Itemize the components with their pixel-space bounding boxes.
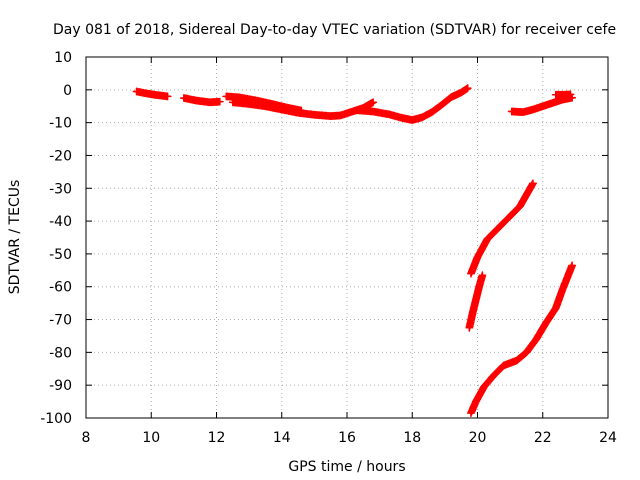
axis-ticks [85, 56, 609, 419]
data-point [215, 97, 224, 106]
y-tick-label: -80 [49, 345, 72, 361]
series-arc-7 [551, 90, 575, 99]
y-tick-label: -10 [49, 116, 72, 132]
series-arc-2 [179, 94, 224, 107]
series-arc-9 [465, 271, 487, 332]
x-tick-label: 12 [208, 430, 226, 446]
series-arc-10 [466, 261, 577, 418]
x-tick-label: 8 [82, 430, 91, 446]
y-tick-label: -40 [49, 214, 72, 230]
y-tick-label: 10 [54, 50, 72, 66]
y-tick-labels: 10 0 -10 -20 -30 -40 -50 -60 -70 -80 -90 -100 [40, 50, 72, 427]
grid [86, 57, 608, 418]
y-axis-label: SDTVAR / TECUs [7, 180, 23, 295]
data-point [568, 261, 577, 270]
y-tick-label: -30 [49, 181, 72, 197]
y-tick-label: -50 [49, 247, 72, 263]
data-point [528, 179, 537, 188]
x-axis-label: GPS time / hours [288, 459, 405, 475]
y-tick-label: -90 [49, 378, 72, 394]
x-tick-label: 10 [142, 430, 160, 446]
x-tick-label: 18 [403, 430, 421, 446]
x-tick-label: 16 [338, 430, 356, 446]
series-arc-1 [132, 87, 172, 101]
data-point [478, 271, 487, 280]
x-tick-label: 22 [534, 430, 552, 446]
x-tick-labels: 8 10 12 14 16 18 20 22 24 [82, 430, 617, 446]
x-tick-label: 20 [469, 430, 487, 446]
data-point [566, 90, 575, 99]
series-arc-5 [352, 84, 472, 125]
x-tick-label: 24 [599, 430, 617, 446]
y-tick-label: -60 [49, 280, 72, 296]
y-tick-label: 0 [63, 83, 72, 99]
x-tick-label: 14 [273, 430, 291, 446]
data-marks [132, 84, 577, 418]
y-tick-label: -20 [49, 148, 72, 164]
series-arc-6 [507, 93, 577, 117]
series-arc-8 [466, 179, 537, 278]
data-point [369, 98, 378, 107]
chart-title: Day 081 of 2018, Sidereal Day-to-day VTE… [53, 22, 616, 38]
data-point [163, 92, 172, 101]
y-tick-label: -100 [40, 411, 72, 427]
data-point [463, 84, 472, 93]
y-tick-label: -70 [49, 313, 72, 329]
